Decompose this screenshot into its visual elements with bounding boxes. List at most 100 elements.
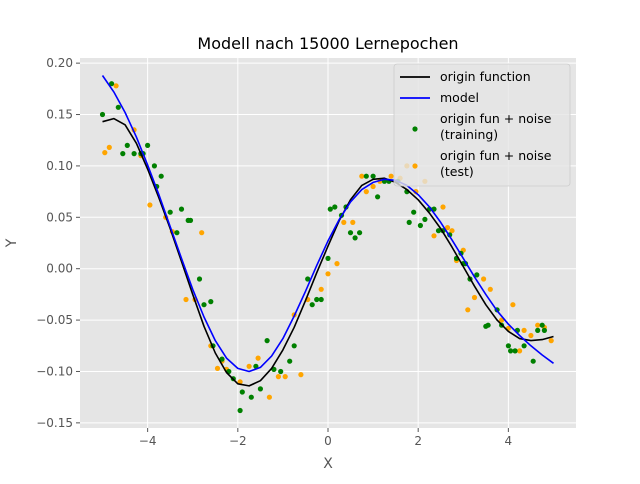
data-point-series-3 bbox=[481, 276, 487, 282]
data-point-series-3 bbox=[548, 338, 554, 344]
data-point-series-2 bbox=[167, 209, 173, 215]
data-point-series-3 bbox=[275, 374, 281, 380]
data-point-series-3 bbox=[282, 374, 288, 380]
data-point-series-2 bbox=[305, 276, 311, 282]
data-point-series-3 bbox=[214, 365, 221, 371]
data-point-series-2 bbox=[375, 194, 381, 200]
y-tick-label: −0.05 bbox=[36, 313, 73, 327]
x-axis-label: X bbox=[323, 456, 333, 472]
data-point-series-2 bbox=[485, 322, 491, 328]
data-point-series-2 bbox=[174, 230, 180, 236]
y-tick-label: −0.10 bbox=[36, 364, 73, 378]
data-point-series-3 bbox=[350, 219, 356, 225]
data-point-series-2 bbox=[109, 81, 115, 87]
data-point-series-3 bbox=[440, 204, 446, 210]
data-point-series-2 bbox=[145, 142, 151, 148]
y-tick-label: 0.15 bbox=[46, 108, 73, 122]
data-point-series-3 bbox=[255, 355, 261, 361]
data-point-series-3 bbox=[465, 307, 471, 313]
data-point-series-2 bbox=[347, 230, 354, 236]
data-point-series-2 bbox=[99, 111, 106, 118]
data-point-series-2 bbox=[535, 327, 541, 333]
data-point-series-2 bbox=[422, 216, 428, 222]
data-point-series-2 bbox=[278, 368, 284, 375]
data-point-series-2 bbox=[208, 299, 214, 305]
legend-swatch-3 bbox=[412, 163, 418, 169]
data-point-series-2 bbox=[541, 327, 548, 333]
data-point-series-2 bbox=[417, 222, 423, 229]
data-point-series-3 bbox=[334, 261, 340, 267]
data-point-series-2 bbox=[530, 358, 536, 364]
data-point-series-3 bbox=[183, 296, 189, 303]
data-point-series-2 bbox=[124, 142, 130, 148]
data-point-series-2 bbox=[370, 173, 376, 179]
x-tick-label: 0 bbox=[324, 434, 332, 448]
data-point-series-2 bbox=[237, 407, 243, 414]
data-point-series-3 bbox=[388, 173, 394, 179]
data-point-series-3 bbox=[325, 271, 331, 277]
data-point-series-2 bbox=[411, 209, 417, 215]
data-point-series-3 bbox=[106, 144, 112, 150]
data-point-series-2 bbox=[474, 272, 480, 278]
x-tick-label: −2 bbox=[229, 434, 247, 448]
y-tick-label: 0.00 bbox=[46, 262, 73, 276]
data-point-series-3 bbox=[102, 150, 108, 156]
data-point-series-2 bbox=[406, 219, 412, 225]
data-point-series-2 bbox=[287, 358, 293, 364]
data-point-series-2 bbox=[505, 343, 511, 349]
data-point-series-3 bbox=[363, 189, 369, 195]
data-point-series-2 bbox=[512, 348, 518, 354]
data-point-series-2 bbox=[120, 151, 126, 157]
data-point-series-2 bbox=[332, 204, 338, 210]
data-point-series-2 bbox=[196, 276, 203, 282]
data-point-series-3 bbox=[431, 233, 437, 239]
data-point-series-2 bbox=[357, 230, 363, 236]
y-tick-label: −0.15 bbox=[36, 416, 73, 430]
data-point-series-3 bbox=[266, 394, 272, 400]
data-point-series-2 bbox=[539, 322, 545, 328]
data-point-series-3 bbox=[246, 363, 252, 369]
legend-swatch-2 bbox=[412, 126, 418, 132]
data-point-series-2 bbox=[158, 173, 164, 179]
data-point-series-2 bbox=[508, 348, 514, 354]
data-point-series-2 bbox=[264, 338, 270, 344]
data-point-series-2 bbox=[291, 343, 297, 349]
data-point-series-2 bbox=[325, 255, 331, 261]
legend-label-2: origin fun + noise bbox=[440, 111, 552, 126]
legend-box bbox=[393, 63, 571, 187]
data-point-series-2 bbox=[248, 394, 254, 400]
y-tick-label: 0.10 bbox=[46, 159, 73, 173]
x-tick-label: 2 bbox=[414, 434, 422, 448]
data-point-series-2 bbox=[314, 296, 320, 303]
legend-label-3: origin fun + noise bbox=[440, 148, 552, 163]
data-point-series-3 bbox=[359, 173, 365, 179]
axis-ticks: −4 −2 0 2 4 −0.15 −0.10 −0.05 0.00 0.05 0.10 0.15 0.… bbox=[36, 56, 512, 448]
data-point-series-3 bbox=[510, 302, 516, 308]
chart-title: Modell nach 15000 Lernepochen bbox=[197, 34, 458, 53]
data-point-series-2 bbox=[178, 206, 185, 212]
data-point-series-3 bbox=[449, 228, 455, 234]
x-tick-label: −4 bbox=[139, 434, 157, 448]
data-point-series-3 bbox=[528, 332, 534, 339]
data-point-series-2 bbox=[363, 173, 369, 179]
data-point-series-3 bbox=[521, 327, 527, 333]
data-point-series-2 bbox=[257, 386, 263, 392]
data-point-series-3 bbox=[318, 286, 324, 292]
data-point-series-3 bbox=[237, 379, 243, 385]
data-point-series-3 bbox=[113, 83, 119, 89]
x-tick-label: 4 bbox=[505, 434, 513, 448]
series-line-0 bbox=[102, 117, 554, 387]
data-point-series-2 bbox=[239, 389, 245, 395]
data-point-series-2 bbox=[327, 206, 333, 212]
series-layer bbox=[99, 75, 554, 414]
data-point-series-2 bbox=[521, 343, 527, 349]
y-axis-label: Y bbox=[4, 238, 20, 248]
data-point-series-2 bbox=[219, 356, 225, 362]
data-point-series-3 bbox=[444, 225, 451, 231]
data-point-series-2 bbox=[253, 363, 259, 369]
data-point-series-2 bbox=[309, 302, 315, 308]
data-point-series-2 bbox=[352, 235, 358, 241]
